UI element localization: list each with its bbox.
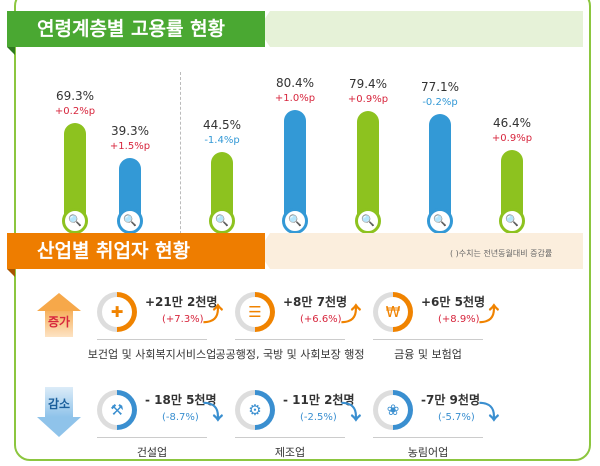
bar-value-label: 44.5% — [202, 118, 242, 133]
bar-0 — [64, 123, 86, 218]
document-search-icon: 🔍 — [282, 208, 308, 234]
bar-3 — [284, 110, 306, 218]
down-trend-arrow-icon: ⤵ — [479, 400, 499, 424]
decrease-industry-label: 제조업 — [274, 446, 306, 459]
bar-value-label: 39.3% — [110, 124, 150, 139]
down-trend-arrow-icon: ⤵ — [341, 400, 361, 424]
bar-value-label: 69.3% — [55, 89, 95, 104]
increase-label: 증가 — [45, 311, 73, 337]
bar-change-label: +0.2%p — [54, 106, 96, 118]
divider — [373, 339, 483, 340]
increase-industry-label: 공공행정, 국방 및 사회보장 행정 — [215, 348, 365, 361]
bar-value-label: 77.1% — [420, 79, 460, 94]
age-section-title: 연령계층별 고용률 현황 — [7, 11, 265, 47]
bar-value-label: 46.4% — [492, 115, 532, 130]
increase-ring: ✚ — [97, 292, 137, 332]
decrease-amount: -7만 9천명 — [421, 393, 480, 407]
scroll-document-icon: ☰ — [240, 297, 270, 327]
industry-header-band — [258, 233, 583, 269]
document-search-icon: 🔍 — [62, 208, 88, 234]
increase-amount: +6만 5천명 — [421, 295, 486, 309]
decrease-arrow-icon: 감소 — [37, 387, 81, 441]
decrease-rate: (-8.7%) — [162, 412, 199, 423]
divider — [97, 339, 207, 340]
bar-1 — [119, 158, 141, 218]
age-header-band — [258, 11, 583, 47]
infographic-frame — [14, 0, 591, 461]
divider — [373, 437, 483, 438]
document-search-icon: 🔍 — [427, 208, 453, 234]
industry-note: ( )수치는 전년동월대비 증감률 — [450, 249, 553, 258]
up-trend-arrow-icon: ⤴ — [479, 302, 499, 326]
increase-industry-label: 보건업 및 사회복지서비스업 — [87, 348, 217, 361]
decrease-industry-label: 건설업 — [136, 446, 168, 459]
document-search-icon: 🔍 — [355, 208, 381, 234]
increase-ring: ☰ — [235, 292, 275, 332]
document-search-icon: 🔍 — [117, 208, 143, 234]
laptop-won-icon: ₩ — [378, 297, 408, 327]
increase-arrow-icon: 증가 — [37, 293, 81, 337]
banner-fold — [7, 269, 15, 277]
industry-section-title: 산업별 취업자 현황 — [7, 233, 265, 269]
banner-fold — [7, 47, 15, 55]
bar-4 — [357, 111, 379, 218]
up-trend-arrow-icon: ⤴ — [203, 302, 223, 326]
bar-change-label: -1.4%p — [204, 135, 240, 147]
wheat-icon: ❀ — [378, 395, 408, 425]
bar-change-label: +1.0%p — [274, 93, 316, 105]
increase-rate: (+6.6%) — [300, 314, 342, 325]
bar-change-label: +0.9%p — [347, 94, 389, 106]
increase-rate: (+8.9%) — [438, 314, 480, 325]
increase-rate: (+7.3%) — [162, 314, 204, 325]
up-trend-arrow-icon: ⤴ — [341, 302, 361, 326]
decrease-ring: ⚙ — [235, 390, 275, 430]
decrease-label: 감소 — [45, 387, 73, 417]
bar-change-label: +0.9%p — [491, 132, 533, 144]
increase-amount: +21만 2천명 — [145, 295, 218, 309]
decrease-ring: ⚒ — [97, 390, 137, 430]
bar-5 — [429, 113, 451, 218]
bar-value-label: 79.4% — [348, 77, 388, 92]
decrease-rate: (-5.7%) — [438, 412, 475, 423]
decrease-ring: ❀ — [373, 390, 413, 430]
divider — [97, 437, 207, 438]
document-search-icon: 🔍 — [209, 208, 235, 234]
bar-6 — [501, 149, 523, 218]
excavator-icon: ⚒ — [102, 395, 132, 425]
bar-value-label: 80.4% — [275, 76, 315, 91]
chart-divider — [180, 72, 181, 244]
divider — [235, 339, 345, 340]
gears-icon: ⚙ — [240, 395, 270, 425]
decrease-amount: - 18만 5천명 — [145, 393, 217, 407]
down-trend-arrow-icon: ⤵ — [203, 400, 223, 424]
decrease-amount: - 11만 2천명 — [283, 393, 355, 407]
bar-change-label: -0.2%p — [422, 96, 458, 108]
bar-2 — [211, 152, 233, 218]
increase-ring: ₩ — [373, 292, 413, 332]
first-aid-kit-icon: ✚ — [102, 297, 132, 327]
decrease-industry-label: 농림어업 — [407, 446, 449, 459]
increase-industry-label: 금융 및 보험업 — [394, 348, 462, 361]
divider — [235, 437, 345, 438]
increase-amount: +8만 7천명 — [283, 295, 348, 309]
document-search-icon: 🔍 — [499, 208, 525, 234]
bar-change-label: +1.5%p — [109, 141, 151, 153]
decrease-rate: (-2.5%) — [300, 412, 337, 423]
